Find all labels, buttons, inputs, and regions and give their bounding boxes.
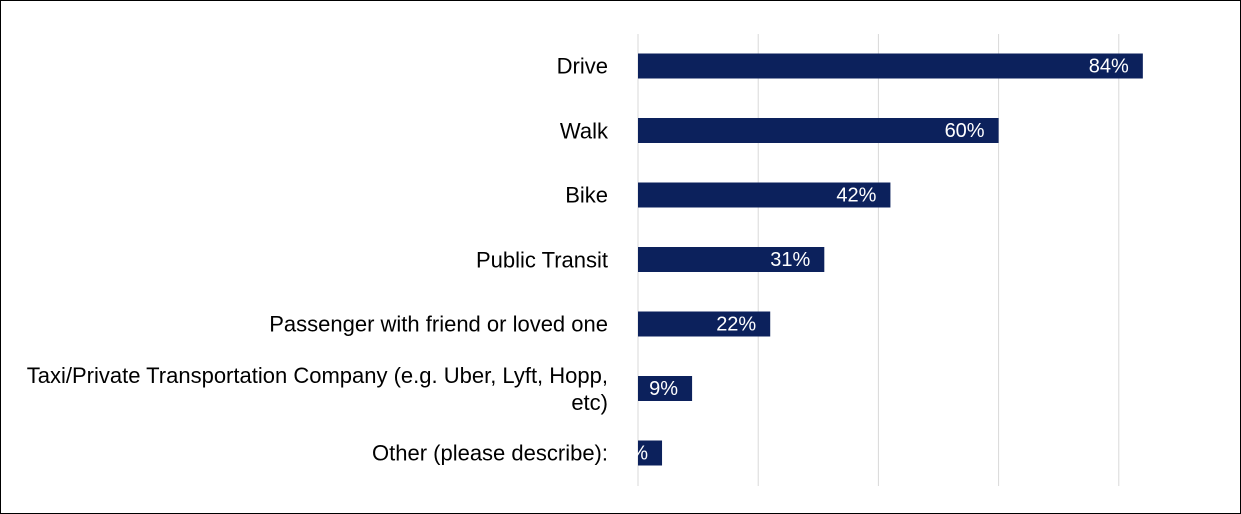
value-label: 60% <box>945 120 985 142</box>
bar <box>638 376 693 401</box>
bars: 84% 60% 42% 31% 22% 9% 4% <box>619 53 1143 466</box>
category-label: Public Transit <box>475 247 608 272</box>
value-label: 22% <box>716 313 756 335</box>
value-label: 42% <box>836 184 876 206</box>
category-label: Passenger with friend or loved one <box>269 311 608 337</box>
bar <box>638 247 825 272</box>
category-label: Bike <box>565 182 608 208</box>
value-label: 9% <box>649 378 678 400</box>
bar <box>638 118 999 143</box>
value-label: 4% <box>619 442 648 464</box>
bar <box>638 182 891 208</box>
category-label: Drive <box>556 53 608 79</box>
category-label: Taxi/Private Transportation Company (e.g… <box>26 362 608 415</box>
value-label: 84% <box>1089 55 1129 77</box>
value-label: 31% <box>770 249 810 271</box>
category-label: Walk <box>559 118 608 143</box>
bar <box>638 311 771 337</box>
bar <box>638 440 663 466</box>
category-label: Other (please describe): <box>372 440 608 466</box>
bar <box>638 53 1143 79</box>
